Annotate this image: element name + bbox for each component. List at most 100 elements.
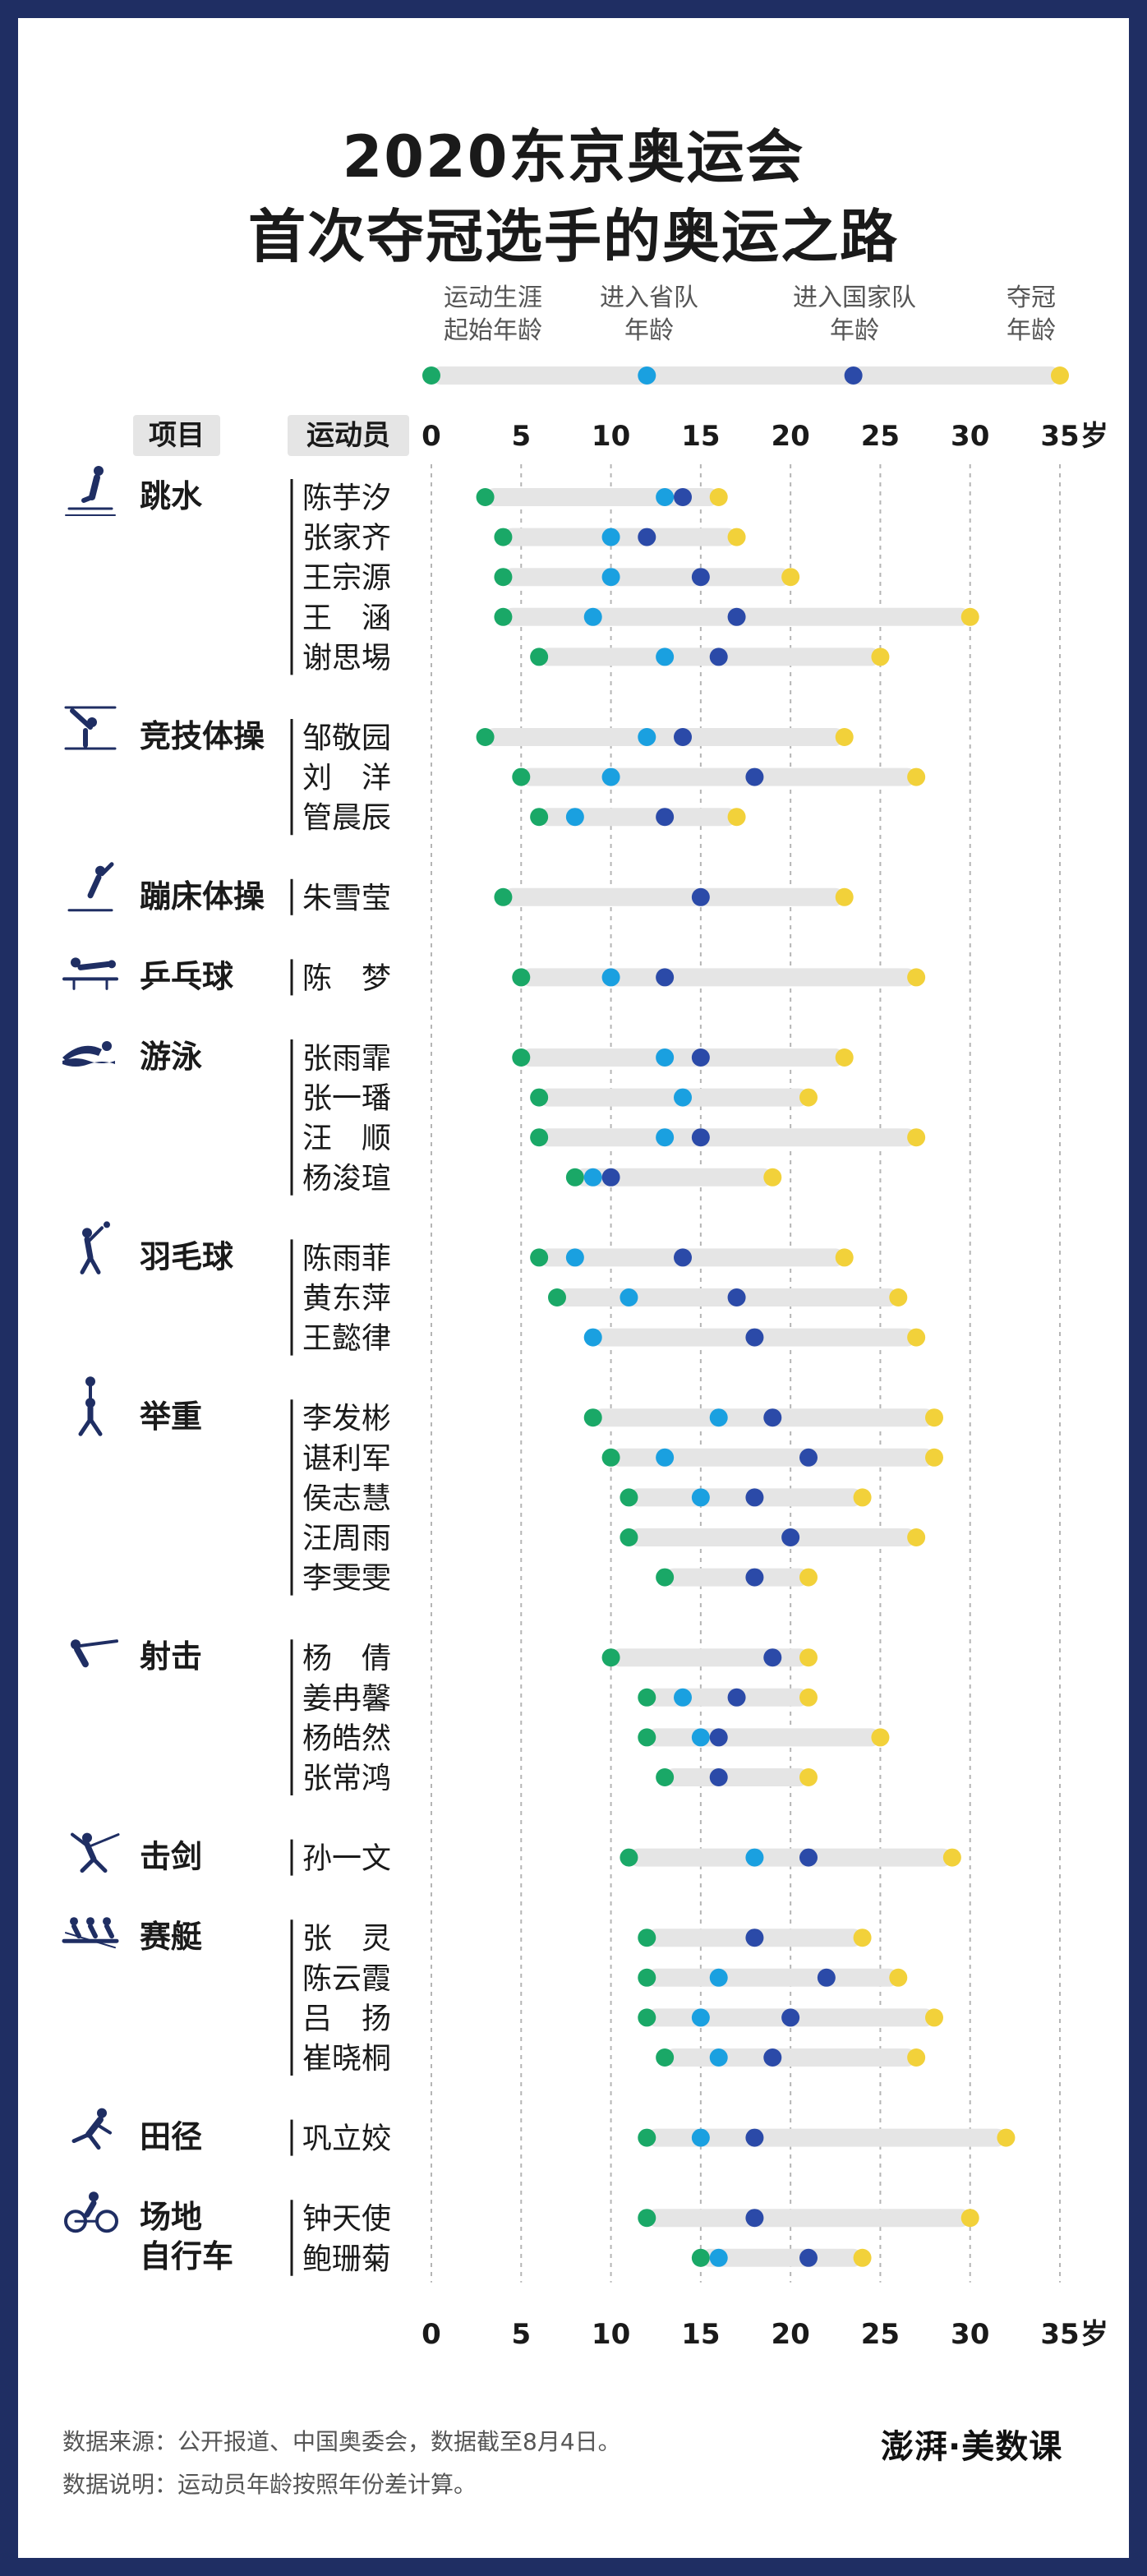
dot-start bbox=[601, 1648, 620, 1667]
dot-province bbox=[656, 1048, 675, 1067]
legend-national-text: 进入国家队 年龄 bbox=[793, 283, 916, 345]
dot-champion bbox=[907, 968, 926, 987]
dot-champion bbox=[835, 1248, 854, 1267]
dot-champion bbox=[907, 1528, 926, 1546]
icon-part bbox=[80, 1857, 96, 1873]
icon-part bbox=[99, 862, 114, 877]
athlete-name: 张一璠 bbox=[302, 1082, 391, 1116]
dot-national bbox=[691, 1128, 710, 1147]
sport-label-10: 田径 bbox=[140, 2119, 202, 2155]
dot-champion bbox=[799, 1648, 818, 1667]
athlete-range-bar bbox=[610, 1648, 808, 1667]
athlete-name: 刘 洋 bbox=[302, 762, 391, 795]
dot-champion bbox=[763, 1168, 782, 1187]
athlete-name: 崔晓桐 bbox=[302, 2042, 391, 2076]
x-unit-bottom: 岁 bbox=[1080, 2318, 1108, 2351]
athlete-range-bar bbox=[629, 1848, 952, 1867]
dot-national bbox=[799, 2248, 818, 2267]
dot-national bbox=[691, 1048, 710, 1067]
dot-start bbox=[494, 528, 513, 546]
athlete-range-bar bbox=[647, 2128, 1007, 2147]
dot-province bbox=[583, 1168, 602, 1187]
sport-label-2: 蹦床体操 bbox=[140, 878, 265, 915]
dot-start bbox=[494, 887, 513, 906]
icon-part bbox=[104, 1924, 114, 1939]
athlete-range-bar bbox=[521, 767, 917, 786]
dot-start bbox=[691, 2248, 710, 2267]
icon-part bbox=[71, 957, 81, 968]
footer-note: 数据说明：运动员年龄按照年份差计算。 bbox=[62, 2471, 477, 2498]
athlete-range-bar bbox=[647, 1968, 899, 1987]
dot-national bbox=[745, 1488, 764, 1507]
dot-start bbox=[638, 1968, 656, 1987]
dot-national bbox=[763, 1408, 782, 1427]
athlete-name: 管晨辰 bbox=[302, 801, 391, 835]
athlete-name: 张家齐 bbox=[302, 522, 391, 555]
x-tick-top-5: 5 bbox=[511, 420, 531, 453]
sport-label-1: 竞技体操 bbox=[140, 718, 265, 754]
athlete-name: 陈雨菲 bbox=[302, 1242, 391, 1275]
dot-champion bbox=[871, 647, 890, 666]
athlete-name: 谌利军 bbox=[302, 1442, 391, 1476]
athlete-name: 陈云霞 bbox=[302, 1962, 391, 1996]
dot-province bbox=[745, 1848, 764, 1867]
dot-province bbox=[656, 1128, 675, 1147]
fencing-icon bbox=[71, 1832, 120, 1873]
athlete-name: 汪周雨 bbox=[302, 1522, 391, 1555]
dot-province bbox=[709, 1968, 728, 1987]
dot-start bbox=[656, 1768, 675, 1786]
dot-province bbox=[691, 2008, 710, 2027]
athlete-range-bar bbox=[503, 887, 845, 906]
athlete-range-bar bbox=[647, 2209, 970, 2228]
athlete-name: 谢思埸 bbox=[302, 641, 391, 675]
publisher-logo: 澎湃·美数课 bbox=[881, 2428, 1063, 2466]
dot-province bbox=[709, 1408, 728, 1427]
icon-part bbox=[62, 1045, 102, 1061]
dot-champion bbox=[781, 568, 800, 587]
dot-province bbox=[674, 1688, 692, 1707]
dot-national bbox=[745, 1328, 764, 1347]
legend-province-text: 进入省队 年龄 bbox=[600, 283, 698, 345]
athlete-name: 杨皓然 bbox=[302, 1721, 391, 1755]
dot-champion bbox=[835, 728, 854, 746]
dot-start bbox=[530, 1248, 549, 1267]
dot-start bbox=[638, 2128, 656, 2147]
athlete-range-bar bbox=[574, 1168, 773, 1187]
sport-label-11: 自行车 bbox=[140, 2238, 233, 2274]
sport-label-9: 赛艇 bbox=[140, 1919, 202, 1955]
dot-champion bbox=[925, 2008, 943, 2027]
dot-national bbox=[817, 1968, 836, 1987]
athlete-name: 陈芋汐 bbox=[302, 482, 391, 515]
sport-label-7: 射击 bbox=[140, 1638, 202, 1675]
dot-start bbox=[656, 1568, 675, 1587]
x-tick-top-25: 25 bbox=[861, 420, 900, 453]
athlete-name: 王宗源 bbox=[302, 561, 391, 595]
weightlifting-icon bbox=[78, 1376, 103, 1436]
dot-start bbox=[512, 968, 531, 987]
table-tennis-icon bbox=[62, 957, 118, 990]
dot-national bbox=[656, 808, 675, 827]
icon-part bbox=[89, 1833, 120, 1848]
dot-champion bbox=[799, 1568, 818, 1587]
dot-province bbox=[656, 1448, 675, 1467]
dot-champion bbox=[853, 2248, 872, 2267]
icon-part bbox=[88, 1924, 98, 1939]
dot-start bbox=[638, 1728, 656, 1747]
icon-part bbox=[82, 1228, 92, 1238]
dot-province bbox=[583, 607, 602, 626]
legend-dot-province bbox=[638, 366, 656, 385]
icon-part bbox=[74, 1646, 89, 1668]
trampoline-icon bbox=[67, 862, 114, 912]
dot-province bbox=[601, 767, 620, 786]
athlete-name: 孙一文 bbox=[302, 1842, 391, 1876]
icon-part bbox=[86, 2132, 101, 2150]
legend-national-label: 进入国家队 年龄 bbox=[768, 282, 941, 348]
sport-label-11: 场地 bbox=[140, 2199, 202, 2235]
icon-part bbox=[108, 960, 116, 969]
athlete-range-bar bbox=[521, 968, 917, 987]
dot-province bbox=[656, 488, 675, 506]
dot-start bbox=[530, 1128, 549, 1147]
dot-champion bbox=[925, 1408, 943, 1427]
dot-national bbox=[763, 1648, 782, 1667]
icon-part bbox=[104, 1221, 110, 1228]
